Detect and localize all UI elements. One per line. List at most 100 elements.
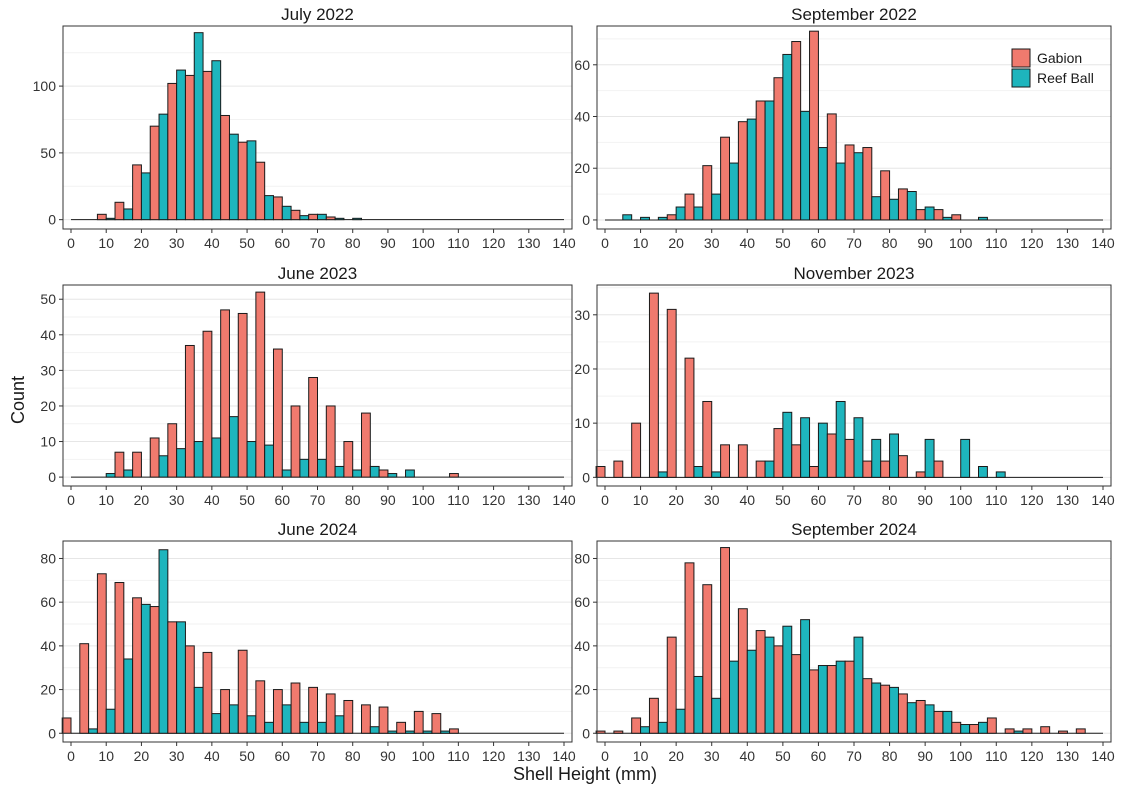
bar-gabion (613, 460, 624, 478)
y-tick-label: 50 (40, 291, 56, 307)
bar-reef-ball (299, 458, 310, 478)
x-tick-label: 50 (775, 748, 791, 764)
bar-reef-ball (88, 728, 98, 734)
bar-gabion (290, 209, 301, 221)
bar-reef-ball (835, 162, 846, 221)
bar-reef-ball (334, 465, 345, 478)
panel-june-2024: 0 20 40 60 80 0 10 20 30 40 50 60 70 80 90 100 110 120 130… (40, 520, 575, 764)
bar-reef-ball (835, 400, 846, 478)
bar-gabion (361, 704, 371, 734)
bar-reef-ball (817, 147, 828, 221)
bar-gabion (149, 125, 160, 221)
bar-gabion (737, 444, 748, 478)
x-tick-label: 130 (1056, 235, 1080, 251)
x-tick-label: 100 (949, 235, 973, 251)
bar-gabion (720, 136, 730, 221)
bar-reef-ball (782, 411, 793, 478)
x-tick-label: 110 (985, 235, 1008, 251)
bar-reef-ball (693, 465, 704, 478)
x-tick-label: 10 (633, 748, 649, 764)
x-tick-label: 90 (917, 492, 933, 508)
bar-gabion (737, 121, 748, 221)
bar-gabion (202, 70, 213, 221)
x-tick-label: 140 (1091, 235, 1115, 251)
bar-gabion (449, 473, 459, 478)
bar-gabion (167, 423, 178, 478)
bar-gabion (308, 686, 319, 734)
x-tick-label: 60 (811, 235, 827, 251)
bar-gabion (290, 682, 301, 734)
x-tick-label: 100 (949, 492, 973, 508)
bar-reef-ball (675, 708, 686, 734)
bar-gabion (114, 201, 125, 221)
x-tick-label: 130 (517, 748, 541, 764)
bar-reef-ball (800, 110, 811, 221)
x-tick-label: 30 (704, 235, 720, 251)
y-tick-label: 40 (40, 327, 56, 343)
bar-gabion (809, 30, 819, 221)
x-tick-label: 90 (917, 235, 933, 251)
bar-gabion (595, 465, 606, 478)
x-tick-label: 0 (601, 748, 609, 764)
x-tick-label: 110 (447, 235, 470, 251)
bar-reef-ball (995, 471, 1006, 478)
bar-reef-ball (264, 195, 274, 221)
panel-september-2022: 0 20 40 60 0 10 20 30 40 50 60 70 80 90 100 110 120 130 14… (574, 5, 1114, 251)
bar-reef-ball (281, 704, 292, 734)
x-tick-label: 40 (739, 492, 755, 508)
bar-reef-ball (978, 216, 988, 221)
bar-gabion (631, 422, 642, 478)
bar-reef-ball (317, 458, 327, 478)
bar-gabion (1075, 728, 1086, 734)
bar-gabion (132, 451, 142, 478)
x-tick-label: 30 (169, 235, 185, 251)
bar-reef-ball (246, 715, 257, 734)
bar-gabion (933, 209, 944, 221)
x-tick-label: 70 (846, 235, 862, 251)
x-tick-label: 70 (310, 235, 326, 251)
bar-reef-ball (800, 619, 811, 734)
panel-title: July 2022 (281, 5, 354, 24)
bar-gabion (167, 621, 178, 734)
bar-gabion (1004, 728, 1015, 734)
panel-september-2024: 0 20 40 60 80 0 10 20 30 40 50 60 70 80 90 100 110 120 130… (574, 520, 1114, 764)
bar-reef-ball (422, 730, 433, 734)
y-tick-label: 50 (40, 145, 56, 161)
bar-gabion (702, 165, 713, 221)
y-tick-label: 60 (574, 594, 590, 610)
x-tick-label: 30 (704, 492, 720, 508)
bar-reef-ball (176, 448, 186, 478)
x-tick-label: 60 (274, 235, 290, 251)
bar-reef-ball (334, 217, 345, 221)
bar-reef-ball (123, 208, 134, 221)
x-tick-label: 30 (169, 492, 185, 508)
bar-gabion (237, 312, 248, 478)
bar-gabion (933, 710, 944, 734)
bar-gabion (413, 710, 424, 734)
bar-gabion (648, 292, 659, 478)
bar-gabion (666, 308, 677, 478)
bar-reef-ball (782, 625, 793, 734)
bar-gabion (202, 330, 213, 478)
x-tick-label: 110 (447, 748, 470, 764)
bar-gabion (791, 444, 802, 478)
bar-gabion (1040, 726, 1051, 734)
bar-reef-ball (105, 217, 116, 221)
bar-gabion (202, 651, 213, 734)
bar-reef-ball (960, 438, 971, 478)
x-tick-label: 100 (949, 748, 973, 764)
legend: Gabion Reef Ball (1011, 48, 1094, 88)
bar-gabion (378, 469, 389, 478)
x-tick-label: 90 (380, 235, 396, 251)
x-tick-label: 90 (380, 492, 396, 508)
bar-gabion (290, 405, 301, 478)
bar-reef-ball (889, 686, 899, 734)
x-tick-label: 80 (345, 748, 361, 764)
bar-reef-ball (835, 660, 846, 734)
x-tick-label: 140 (552, 235, 576, 251)
panel-title: September 2024 (791, 520, 917, 539)
x-tick-label: 110 (447, 492, 470, 508)
bar-gabion (184, 645, 195, 734)
x-tick-label: 120 (1020, 235, 1044, 251)
bar-gabion (114, 582, 125, 734)
